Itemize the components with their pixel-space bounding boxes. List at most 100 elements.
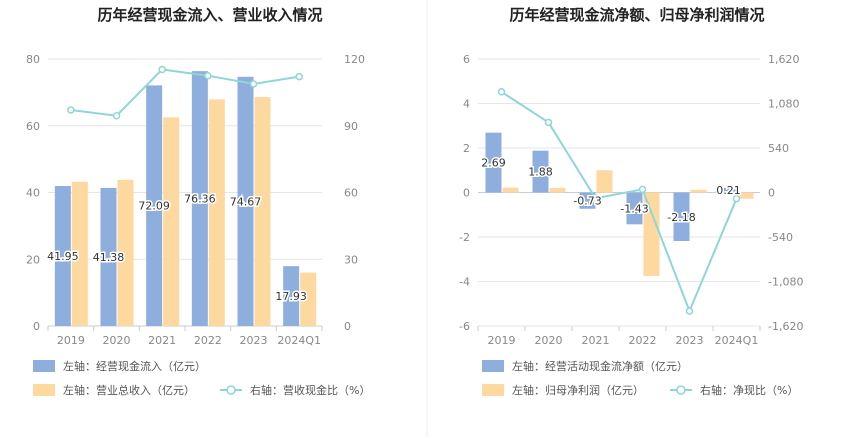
legend-label: 左轴：归母净利润（亿元） [512, 383, 644, 397]
bar [532, 150, 549, 193]
y-right-tick-label: 120 [344, 53, 365, 66]
bar [673, 192, 690, 242]
line-point [544, 118, 553, 127]
bar-data-label: 41.38 [93, 251, 125, 264]
y-right-tick-label: 1,620 [768, 53, 800, 66]
y-right-tick-label: 60 [344, 187, 358, 200]
legend-swatch-point [676, 385, 686, 395]
bar [254, 97, 271, 326]
x-tick-label: 2020 [535, 334, 563, 347]
bar [146, 85, 163, 326]
y-left-tick-label: 6 [463, 53, 470, 66]
y-left-tick-label: -6 [459, 320, 470, 333]
bar [596, 170, 613, 193]
x-tick-label: 2022 [194, 334, 222, 347]
x-tick-label: 2019 [488, 334, 516, 347]
legend: 左轴：经营现金流入（亿元） 左轴：营业总收入（亿元） 右轴：营收现金比（%） [33, 359, 370, 397]
legend-label: 左轴：经营活动现金流净额（亿元） [512, 359, 688, 373]
y-left-tick-label: 2 [463, 142, 470, 155]
legend: 左轴：经营活动现金流净额（亿元） 左轴：归母净利润（亿元） 右轴：净现比（%） [482, 359, 798, 397]
y-left-tick-label: 20 [26, 253, 40, 266]
line-point [158, 65, 166, 74]
line-point [249, 80, 258, 88]
y-left-tick-label: -4 [459, 276, 470, 289]
y-right-tick-label: -1,080 [768, 276, 803, 289]
bar [163, 117, 180, 326]
bar-data-label: -2.18 [667, 211, 695, 224]
bar [643, 192, 660, 276]
x-tick-label: 2021 [582, 334, 610, 347]
chart-title: 历年经营现金流净额、归母净利润情况 [509, 6, 764, 24]
x-tick-label: 2020 [103, 334, 131, 347]
x-tick-label: 2024Q1 [715, 334, 759, 347]
y-left-tick-label: 0 [33, 320, 40, 333]
x-tick-label: 2023 [676, 334, 704, 347]
bar [117, 179, 134, 326]
y-right-tick-label: -1,620 [768, 320, 803, 333]
y-left-tick-label: 0 [463, 187, 470, 200]
bar [579, 192, 596, 209]
bar [71, 181, 88, 326]
y-right-tick-label: 0 [344, 320, 351, 333]
line-point [732, 194, 741, 203]
bar-data-label: 0.21 [716, 184, 741, 197]
line-point [67, 106, 75, 114]
line-point [591, 194, 600, 203]
bar [485, 132, 502, 193]
y-right-tick-label: 30 [344, 253, 358, 266]
bar [300, 272, 317, 326]
bar [237, 76, 254, 326]
line-point [112, 111, 121, 120]
legend-label: 右轴：净现比（%） [700, 383, 798, 397]
bar [191, 71, 208, 326]
y-left-tick-label: 40 [26, 187, 40, 200]
bar [720, 187, 737, 193]
y-right-tick-label: 90 [344, 120, 358, 133]
cash-net-profit-chart: 历年经营现金流净额、归母净利润情况 -6 -4 -2 0 2 4 6 -1,620 -1,080… [459, 6, 803, 397]
legend-label: 右轴：营收现金比（%） [250, 383, 370, 397]
bar [54, 185, 71, 326]
bar-data-label: -1.43 [620, 202, 648, 215]
legend-label: 左轴：营业总收入（亿元） [63, 383, 195, 397]
line-series [500, 90, 738, 314]
y-left-tick-label: 60 [26, 120, 40, 133]
bar [283, 266, 300, 326]
y-left-tick-label: 4 [463, 98, 470, 111]
bar-data-label: 76.36 [184, 193, 216, 206]
bar-data-label: 72.09 [138, 200, 170, 213]
x-tick-label: 2024Q1 [277, 334, 321, 347]
x-tick-label: 2021 [148, 334, 176, 347]
y-right-tick-label: -540 [768, 231, 793, 244]
bar-data-label: 1.88 [528, 166, 553, 179]
y-left-tick-label: 80 [26, 53, 40, 66]
bar [626, 192, 643, 225]
x-tick-label: 2023 [240, 334, 268, 347]
y-right-tick-label: 540 [768, 142, 789, 155]
bar [690, 189, 707, 193]
line-point [638, 185, 647, 194]
bar [502, 187, 519, 193]
y-left-tick-label: -2 [459, 231, 470, 244]
x-tick-label: 2019 [57, 334, 85, 347]
line-point [204, 71, 212, 80]
legend-swatch [33, 384, 55, 396]
bar-data-label: 41.95 [47, 250, 79, 263]
bar-data-label: 17.93 [275, 290, 307, 303]
line-point [497, 88, 506, 96]
bar [737, 192, 754, 199]
bar-data-label: -0.73 [573, 195, 601, 208]
legend-swatch [482, 360, 504, 372]
y-right-tick-label: 0 [768, 187, 775, 200]
line-series [70, 68, 300, 117]
chart-title: 历年经营现金流入、营业收入情况 [97, 6, 322, 24]
legend-swatch [482, 384, 504, 396]
line-point [685, 307, 694, 315]
legend-label: 左轴：经营现金流入（亿元） [63, 359, 206, 373]
bar [100, 187, 117, 326]
legend-swatch [33, 360, 55, 372]
bar-data-label: 74.67 [230, 195, 262, 208]
legend-swatch-point [226, 385, 236, 395]
x-tick-label: 2022 [629, 334, 657, 347]
